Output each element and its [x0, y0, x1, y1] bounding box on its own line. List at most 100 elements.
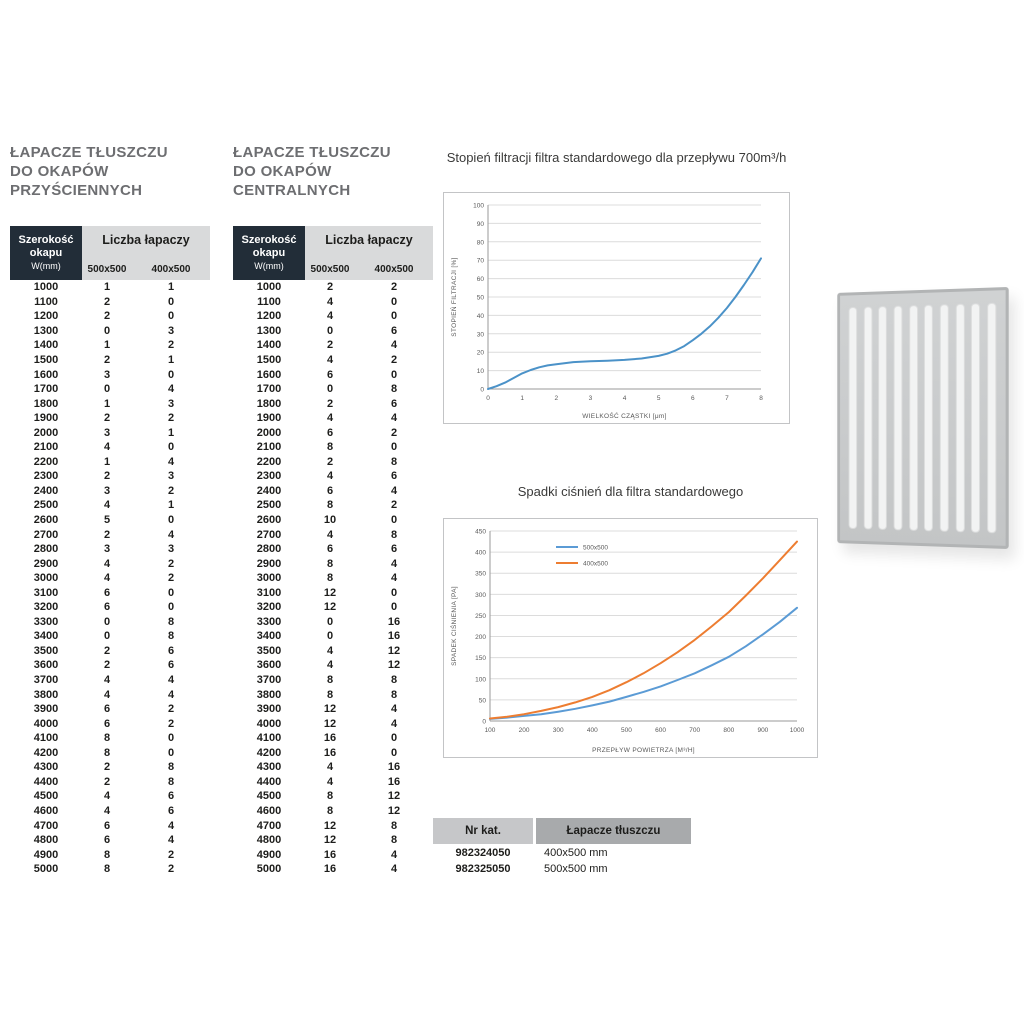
table-row: 2000 3 1	[10, 425, 210, 440]
count-500x500-value: 1	[103, 339, 111, 352]
hood-width-value: 3800	[256, 688, 282, 701]
hood-width-value: 3500	[33, 644, 59, 657]
hood-width-value: 4200	[256, 746, 282, 759]
hood-width-value: 1400	[256, 339, 282, 352]
count-400x500-value: 12	[387, 790, 401, 803]
count-400x500-value: 0	[390, 514, 398, 527]
table-row: 4000 12 4	[233, 716, 433, 731]
hood-width-value: 2400	[33, 484, 59, 497]
table-row: 2900 8 4	[233, 556, 433, 571]
hood-width-value: 3500	[256, 644, 282, 657]
count-500x500-value: 2	[103, 295, 111, 308]
hood-width-value: 1500	[256, 354, 282, 366]
table-row: 4100 16 0	[233, 731, 433, 746]
hood-width-value: 2000	[33, 426, 59, 439]
count-500x500-value: 1	[103, 281, 111, 294]
count-500x500-value: 2	[103, 412, 111, 425]
hood-width-value: 5000	[256, 863, 282, 876]
count-500x500-value: 8	[103, 746, 111, 759]
table-row: 4000 6 2	[10, 716, 210, 731]
table-header: Szerokość okapu W(mm) Liczba łapaczy 500…	[233, 226, 433, 280]
hood-width-value: 2400	[256, 484, 282, 497]
count-400x500-value: 4	[167, 688, 175, 701]
count-400x500-value: 8	[167, 615, 175, 628]
filter-slat	[878, 306, 888, 530]
hood-width-value: 5000	[33, 863, 59, 876]
hood-width-value: 3200	[33, 601, 59, 614]
svg-text:200: 200	[475, 634, 486, 641]
baffle-grease-filter-image	[837, 286, 1009, 550]
count-400x500-value: 0	[167, 441, 175, 454]
count-400x500-value: 6	[167, 659, 175, 672]
count-500x500-value: 2	[326, 281, 334, 294]
table-row: 2700 2 4	[10, 527, 210, 542]
hood-width-value: 1500	[33, 354, 59, 366]
count-400x500-value: 2	[167, 339, 175, 352]
count-500x500-value: 0	[326, 383, 334, 396]
count-500x500-value: 2	[103, 761, 111, 774]
hood-width-value: 1700	[33, 383, 59, 396]
count-500x500-value: 6	[326, 543, 334, 556]
svg-text:1: 1	[520, 395, 524, 402]
count-400x500-value: 2	[390, 281, 398, 294]
svg-text:5: 5	[657, 395, 661, 402]
svg-text:40: 40	[477, 313, 485, 320]
count-400x500-value: 0	[167, 514, 175, 527]
count-500x500-value: 8	[103, 863, 111, 876]
catalog-row: 982324050 400x500 mm	[433, 845, 691, 860]
header-text: okapu	[252, 246, 286, 259]
count-500x500-value: 16	[323, 746, 337, 759]
title-line: DO OKAPÓW	[10, 163, 109, 180]
table-row: 3400 0 8	[10, 629, 210, 644]
svg-text:300: 300	[475, 592, 486, 599]
filter-slat	[987, 302, 997, 534]
count-500x500-value: 16	[323, 848, 337, 861]
count-500x500-value: 0	[103, 630, 111, 643]
count-400x500-value: 6	[167, 804, 175, 817]
count-500x500-value: 6	[103, 586, 111, 599]
hood-width-value: 2100	[33, 441, 59, 454]
hood-width-value: 2200	[256, 455, 282, 468]
table-row: 4700 6 4	[10, 818, 210, 833]
count-500x500-value: 4	[103, 499, 111, 512]
hood-width-value: 1600	[33, 368, 59, 381]
hood-width-value: 4900	[33, 848, 59, 861]
svg-text:4: 4	[623, 395, 627, 402]
hood-width-value: 2300	[33, 470, 59, 483]
count-500x500-value: 2	[103, 354, 111, 366]
catalog-header-type: Łapacze tłuszczu	[536, 818, 691, 844]
count-400x500-value: 0	[390, 732, 398, 745]
count-400x500-value: 4	[390, 484, 398, 497]
count-400x500-value: 2	[167, 484, 175, 497]
table-row: 1100 2 0	[10, 295, 210, 310]
count-500x500-value: 8	[326, 441, 334, 454]
hood-width-value: 4500	[33, 790, 59, 803]
table-row: 2900 4 2	[10, 556, 210, 571]
count-500x500-value: 2	[103, 659, 111, 672]
svg-text:7: 7	[725, 395, 729, 402]
table-row: 4600 4 6	[10, 804, 210, 819]
hood-width-value: 4800	[33, 834, 59, 847]
table-title-wall: ŁAPACZE TŁUSZCZU DO OKAPÓW PRZYŚCIENNYCH	[10, 143, 210, 200]
table-row: 3500 2 6	[10, 644, 210, 659]
table-row: 2300 4 6	[233, 469, 433, 484]
hood-width-value: 3900	[33, 703, 59, 716]
filter-slat	[955, 303, 965, 533]
table-row: 4700 12 8	[233, 818, 433, 833]
catalog-header: Nr kat. Łapacze tłuszczu	[433, 818, 691, 844]
filter-slat	[848, 306, 858, 530]
count-500x500-value: 12	[323, 834, 337, 847]
table-title-central: ŁAPACZE TŁUSZCZU DO OKAPÓW CENTRALNYCH	[233, 143, 433, 200]
filtration-chart-svg: 0 10 20 30 40 50 60 70 80 90 100 0 1 2 3 4 5 6 7 8 WIELKOŚĆ …	[449, 203, 763, 421]
svg-text:8: 8	[759, 395, 763, 402]
svg-text:150: 150	[475, 655, 486, 662]
count-500x500-value: 16	[323, 732, 337, 745]
svg-text:300: 300	[553, 727, 564, 734]
count-500x500-value: 8	[103, 732, 111, 745]
count-400x500-value: 1	[167, 499, 175, 512]
hood-width-value: 4700	[256, 819, 282, 832]
svg-text:500: 500	[621, 727, 632, 734]
table-row: 2500 8 2	[233, 498, 433, 513]
hood-width-value: 3300	[33, 615, 59, 628]
count-400x500-value: 4	[390, 572, 398, 585]
